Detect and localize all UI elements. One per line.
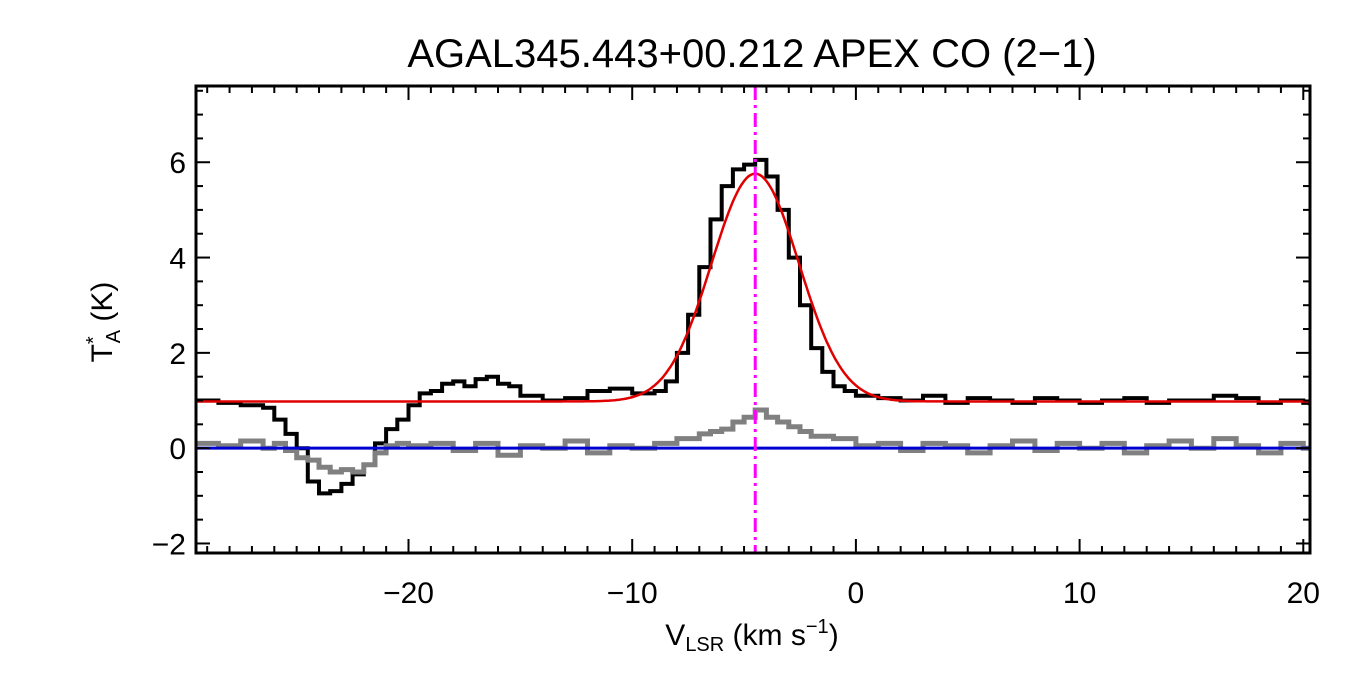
residual-spectrum-line	[196, 407, 1310, 475]
y-axis-label-sup: *	[83, 336, 105, 344]
x-tick-label: −10	[607, 577, 658, 610]
x-tick-label: 20	[1287, 577, 1320, 610]
y-axis-label-main: T	[86, 344, 119, 362]
x-axis-label-unit-pre: (km s	[724, 619, 806, 652]
y-axis-label-sub: A	[103, 329, 125, 343]
y-tick-label: 0	[169, 433, 186, 466]
y-tick-label: 4	[169, 243, 186, 276]
x-tick-label: 10	[1063, 577, 1096, 610]
y-tick-label: −2	[152, 528, 186, 561]
y-axis-label-unit: (K)	[86, 282, 119, 330]
gaussian-fit-line	[196, 172, 1310, 403]
axis-ticks	[196, 86, 1310, 553]
plot-series-group	[196, 86, 1310, 553]
x-axis-label-unit-post: )	[829, 619, 839, 652]
x-tick-label: 0	[848, 577, 865, 610]
x-axis-label: VLSR (km s−1)	[665, 616, 838, 656]
x-tick-label: −20	[383, 577, 434, 610]
x-axis-label-sub: LSR	[685, 634, 724, 656]
plot-frame	[194, 84, 1312, 555]
plot-area	[194, 84, 1312, 555]
y-tick-label: 2	[169, 338, 186, 371]
x-axis-label-main: V	[665, 619, 685, 652]
x-axis-label-unit-sup: −1	[806, 616, 829, 638]
observed-spectrum-line	[196, 157, 1310, 496]
y-tick-label: 6	[169, 147, 186, 180]
chart-title: AGAL345.443+00.212 APEX CO (2−1)	[407, 32, 1096, 76]
y-axis-label: T*A (K)	[83, 282, 125, 363]
